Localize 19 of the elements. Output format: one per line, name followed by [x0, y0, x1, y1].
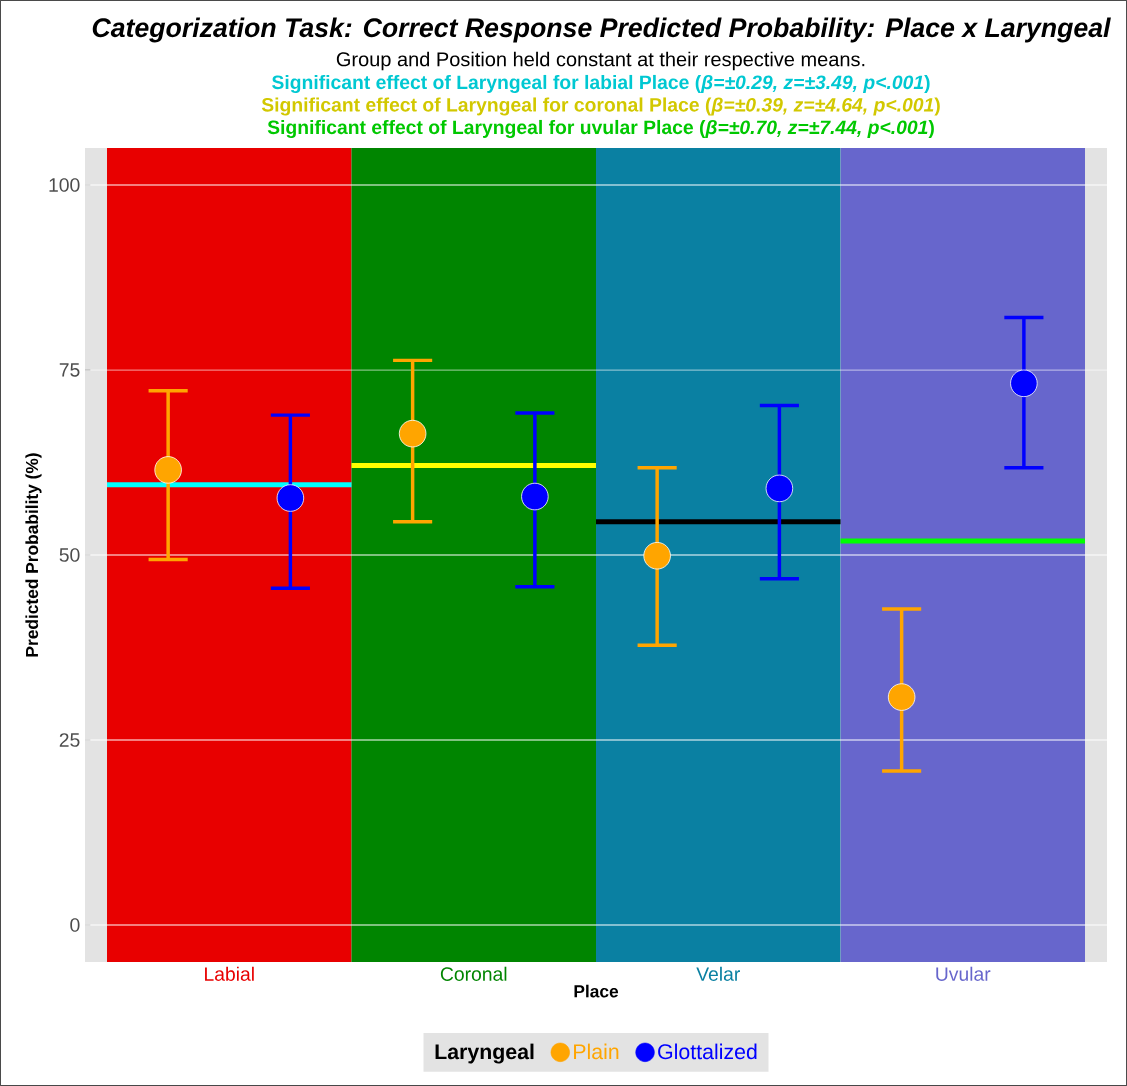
- legend-label: Plain: [574, 1043, 619, 1060]
- text: Significant effect of Laryngeal for coronal Place (β=±0.39, z=±4.64, p<.001): [261, 97, 940, 116]
- x-axis-title: Place: [574, 984, 619, 998]
- text: Significant effect of Laryngeal for labial Place (β=±0.29, z=±3.49, p<.001): [272, 74, 930, 94]
- x-tick-label: Coronal: [440, 966, 507, 981]
- y-axis-title: Predicted Probability (%): [25, 453, 42, 657]
- x-tick-label: Velar: [696, 966, 740, 981]
- chart-subtitle: Group and Position held constant at their respective means.: [336, 51, 865, 71]
- y-tick-label: 75: [59, 363, 80, 377]
- legend-title: Laryngeal: [435, 1043, 534, 1064]
- y-tick-label: 100: [49, 178, 80, 192]
- x-tick-label: Uvular: [936, 966, 991, 981]
- y-tick-label: 50: [59, 548, 80, 562]
- legend-label: Glottalized: [658, 1043, 757, 1060]
- x-tick-label: Labial: [205, 966, 254, 981]
- chart-title: Categorization Task: Correct Response Predicted Probability: Place x Laryngeal: [92, 17, 1111, 43]
- y-tick-label: 0: [70, 918, 80, 932]
- text: Significant effect of Laryngeal for uvular Place (β=±0.70, z=±7.44, p<.001): [267, 119, 934, 139]
- y-tick-label: 25: [59, 733, 80, 747]
